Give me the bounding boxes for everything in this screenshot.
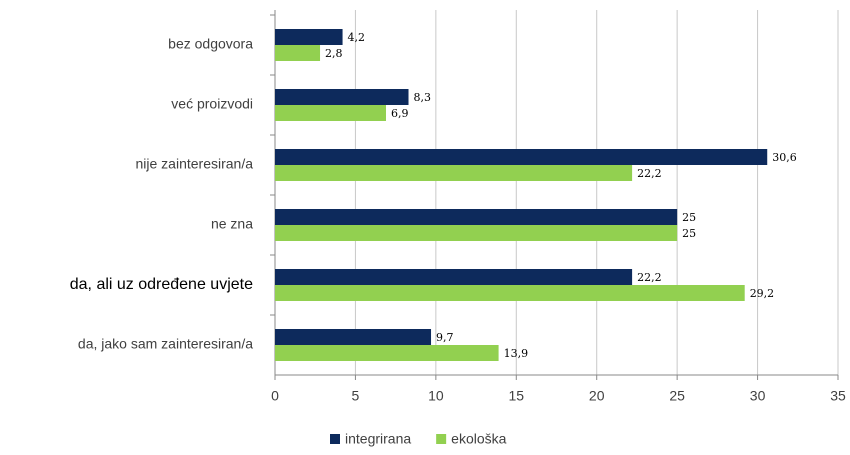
value-label: 6,9 bbox=[391, 107, 409, 120]
x-tick-label: 35 bbox=[830, 388, 846, 404]
bar bbox=[275, 345, 499, 361]
y-tick-label: da, ali uz određene uvjete bbox=[70, 276, 253, 293]
bar bbox=[275, 165, 633, 181]
legend-label: ekološka bbox=[451, 431, 506, 447]
value-label: 22,2 bbox=[637, 271, 662, 284]
x-tick-label: 5 bbox=[352, 388, 360, 404]
bar bbox=[275, 209, 678, 225]
value-label: 2,8 bbox=[325, 47, 343, 60]
y-tick-label: da, jako sam zainteresiran/a bbox=[78, 336, 253, 352]
bar bbox=[275, 149, 768, 165]
value-label: 13,9 bbox=[504, 347, 529, 360]
x-tick-label: 20 bbox=[589, 388, 605, 404]
bar bbox=[275, 29, 343, 45]
value-label: 8,3 bbox=[414, 91, 432, 104]
y-tick-label: nije zainteresiran/a bbox=[135, 156, 253, 172]
x-tick-label: 15 bbox=[508, 388, 524, 404]
x-tick-label: 25 bbox=[669, 388, 685, 404]
legend-label: integrirana bbox=[345, 431, 411, 447]
bar bbox=[275, 89, 409, 105]
legend-swatch bbox=[330, 434, 340, 444]
bar bbox=[275, 105, 386, 121]
value-label: 30,6 bbox=[772, 151, 797, 164]
value-label: 25 bbox=[682, 211, 696, 224]
value-label: 29,2 bbox=[750, 287, 775, 300]
bar bbox=[275, 45, 321, 61]
bar bbox=[275, 329, 432, 345]
x-tick-label: 30 bbox=[750, 388, 766, 404]
x-tick-label: 10 bbox=[428, 388, 444, 404]
value-label: 22,2 bbox=[637, 167, 662, 180]
y-tick-label: već proizvodi bbox=[171, 96, 253, 112]
y-tick-label: bez odgovora bbox=[168, 36, 253, 52]
bar bbox=[275, 269, 633, 285]
x-tick-label: 0 bbox=[271, 388, 279, 404]
bar bbox=[275, 285, 745, 301]
value-label: 25 bbox=[682, 227, 696, 240]
legend-swatch bbox=[436, 434, 447, 444]
value-label: 4,2 bbox=[348, 31, 366, 44]
y-tick-label: ne zna bbox=[211, 216, 253, 232]
value-label: 9,7 bbox=[436, 331, 454, 344]
bar bbox=[275, 225, 678, 241]
